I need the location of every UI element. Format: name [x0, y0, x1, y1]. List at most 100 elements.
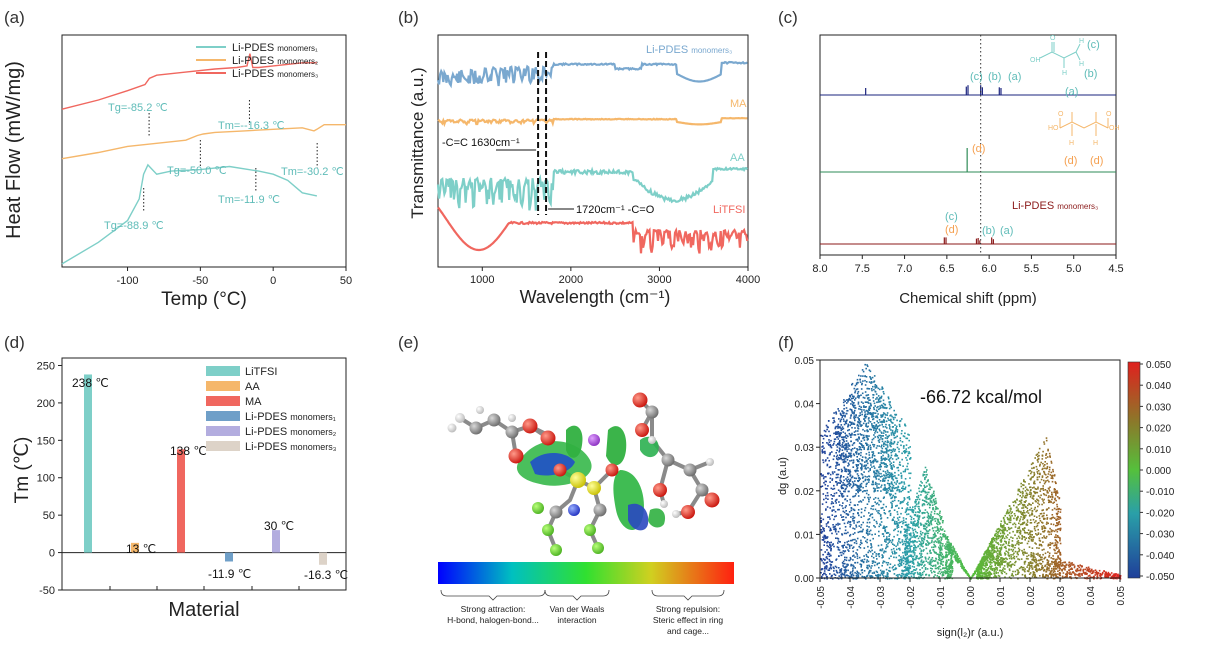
f-point — [999, 532, 1002, 535]
f-point — [843, 483, 846, 486]
f-point — [822, 558, 825, 560]
f-point — [883, 392, 885, 395]
f-point — [938, 548, 941, 550]
f-point — [929, 497, 931, 500]
f-point — [866, 435, 869, 437]
f-point — [838, 449, 841, 452]
f-point — [884, 530, 887, 533]
f-point — [1030, 538, 1033, 541]
f-point — [896, 511, 899, 513]
f-point — [996, 559, 998, 562]
f-point — [1017, 573, 1019, 575]
f-point — [825, 494, 827, 497]
f-point — [898, 565, 901, 567]
f-point — [840, 418, 842, 421]
f-point — [833, 495, 835, 497]
f-point — [847, 564, 849, 566]
f-point — [868, 397, 870, 399]
f-point — [892, 519, 894, 521]
f-point — [827, 551, 830, 554]
f-point — [1058, 507, 1060, 510]
f-point — [837, 458, 839, 461]
f-point — [912, 562, 915, 564]
f-point — [826, 544, 828, 547]
f-point — [1033, 527, 1036, 530]
f-point — [904, 450, 906, 452]
f-point — [839, 490, 841, 493]
f-point — [833, 412, 835, 414]
f-point — [856, 504, 859, 506]
f-point — [835, 425, 837, 428]
f-point — [863, 397, 866, 399]
f-point — [1014, 544, 1017, 546]
f-point — [840, 427, 842, 430]
f-point — [1037, 488, 1039, 490]
f-point — [1056, 522, 1058, 525]
f-point — [891, 488, 894, 490]
f-point — [886, 573, 889, 576]
f-point — [847, 473, 850, 475]
f-point — [875, 393, 878, 395]
f-point — [828, 567, 831, 570]
f-point — [855, 414, 857, 417]
f-point — [849, 395, 852, 397]
f-point — [1011, 545, 1013, 547]
f-point — [856, 392, 859, 395]
f-point — [1001, 537, 1004, 540]
f-point — [894, 471, 896, 474]
f-point — [857, 477, 860, 479]
f-point — [863, 448, 865, 450]
f-point — [886, 431, 889, 433]
f-point — [912, 550, 915, 552]
f-point — [854, 399, 856, 401]
f-point — [930, 513, 932, 516]
f-point — [865, 561, 868, 563]
f-point — [942, 556, 944, 559]
f-point — [894, 477, 897, 479]
f-point — [950, 573, 953, 575]
f-point — [838, 567, 840, 569]
f-point — [1003, 565, 1006, 567]
f-point — [828, 555, 831, 557]
f-point — [870, 428, 873, 431]
f-point — [849, 399, 852, 401]
f-point — [897, 469, 900, 472]
f-point — [912, 555, 915, 558]
f-point — [876, 571, 879, 573]
f-point — [987, 577, 990, 580]
f-point — [950, 569, 952, 572]
f-point — [1028, 532, 1031, 534]
f-point — [906, 562, 908, 565]
f-point — [831, 544, 834, 546]
f-point — [886, 458, 888, 460]
f-point — [831, 575, 833, 577]
f-point — [906, 553, 908, 555]
f-point — [1023, 563, 1026, 565]
f-point — [913, 536, 915, 538]
f-point — [865, 425, 867, 427]
f-point — [1016, 552, 1019, 555]
f-point — [896, 548, 898, 551]
f-point — [825, 435, 828, 437]
f-point — [881, 388, 883, 390]
f-point — [1037, 565, 1040, 567]
f-point — [878, 473, 880, 475]
f-point — [936, 507, 938, 509]
f-point — [1059, 539, 1061, 542]
f-point — [889, 563, 892, 565]
f-point — [988, 561, 990, 563]
f-point — [882, 426, 885, 428]
f-point — [1047, 473, 1050, 475]
f-point — [1000, 523, 1002, 525]
f-point — [845, 443, 848, 445]
f-point — [1058, 549, 1060, 551]
b-annotation-co: 1720cm⁻¹ -C=O — [576, 204, 655, 216]
f-point — [1018, 567, 1021, 570]
f-point — [927, 530, 930, 532]
f-point — [875, 472, 878, 475]
f-point — [1008, 532, 1011, 534]
f-point — [995, 532, 997, 535]
f-point — [1024, 501, 1026, 503]
f-point — [1020, 499, 1023, 501]
f-point — [930, 521, 932, 523]
